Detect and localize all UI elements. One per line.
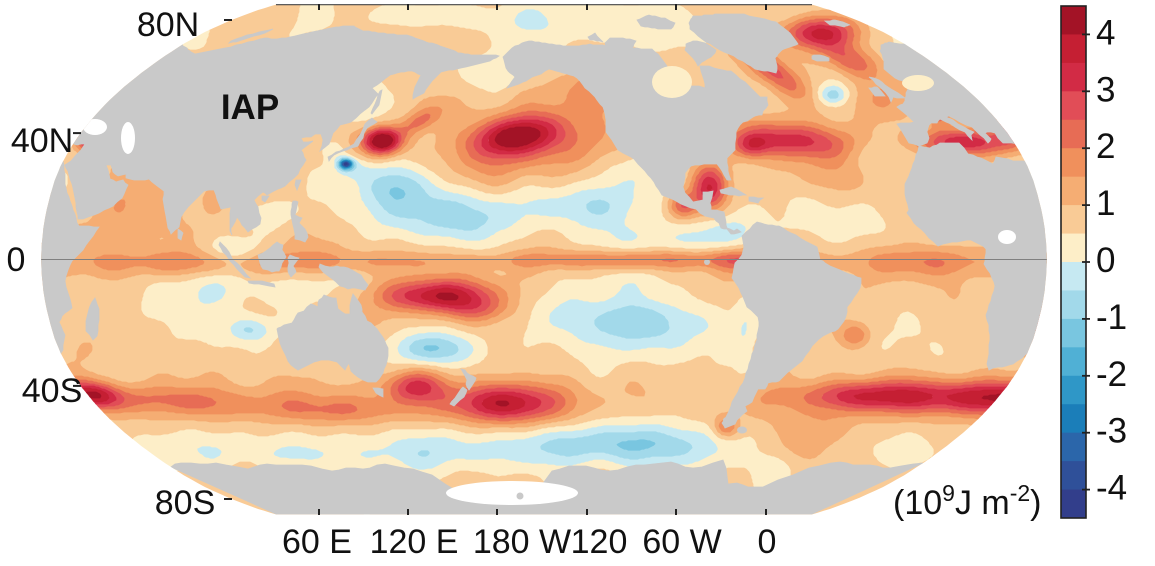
svg-text:IAP: IAP [221,88,279,127]
svg-text:80S: 80S [155,484,216,522]
svg-text:2: 2 [1096,127,1115,166]
svg-text:120 E: 120 E [370,523,459,561]
svg-text:-1: -1 [1096,298,1127,337]
svg-text:4: 4 [1096,13,1115,52]
svg-text:40S: 40S [22,372,83,410]
svg-text:0: 0 [7,241,26,279]
svg-text:60 E: 60 E [282,523,352,561]
svg-text:-3: -3 [1096,412,1127,451]
svg-text:60 W: 60 W [642,523,721,561]
svg-text:1: 1 [1096,184,1115,223]
svg-text:3: 3 [1096,70,1115,109]
svg-text:0: 0 [758,523,777,561]
svg-text:180 W: 180 W [473,523,571,561]
svg-text:0: 0 [1096,241,1115,280]
svg-text:120: 120 [571,523,628,561]
svg-text:80N: 80N [137,6,199,44]
svg-text:-4: -4 [1096,469,1127,508]
svg-text:-2: -2 [1096,355,1127,394]
svg-text:40N: 40N [11,122,73,160]
